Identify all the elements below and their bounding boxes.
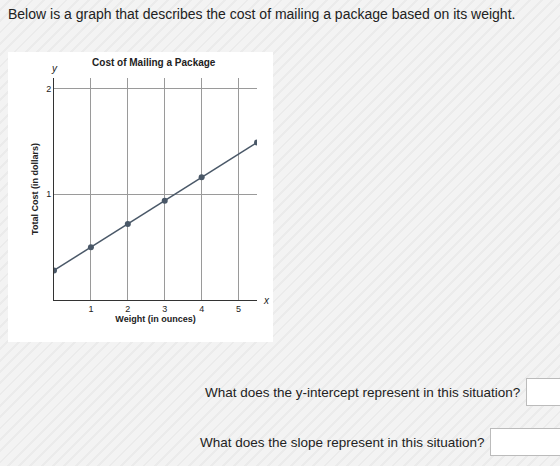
svg-text:Total Cost (in dollars): Total Cost (in dollars) [30,143,40,235]
html-text:Below is a graph that describe: Below is a graph that describes the cost… [8,6,516,22]
html-text:What does the y-intercept repr: What does the y-intercept represent in t… [205,384,521,400]
html-text:What does the slope represent: What does the slope represent in this si… [200,434,485,450]
svg-text:1: 1 [88,304,93,314]
svg-text:3: 3 [162,304,167,314]
svg-text:4: 4 [199,304,204,314]
svg-text:Cost of Mailing a Package: Cost of Mailing a Package [92,57,216,68]
svg-text:x: x [263,295,270,306]
svg-text:y: y [51,63,58,74]
svg-text:2: 2 [125,304,130,314]
svg-text:2: 2 [46,84,51,94]
svg-text:5: 5 [236,304,241,314]
svg-text:1: 1 [46,189,51,199]
svg-text:Weight (in ounces): Weight (in ounces) [115,314,195,324]
